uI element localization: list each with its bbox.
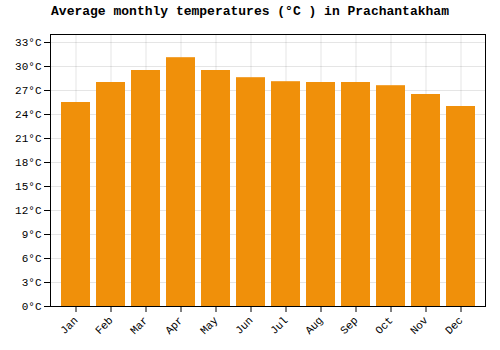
svg-text:0°C: 0°C	[22, 301, 42, 313]
svg-text:May: May	[198, 314, 221, 337]
svg-text:30°C: 30°C	[15, 61, 42, 73]
svg-text:Mar: Mar	[128, 314, 150, 336]
svg-text:21°C: 21°C	[15, 133, 42, 145]
svg-text:Jan: Jan	[58, 314, 80, 336]
svg-text:24°C: 24°C	[15, 109, 42, 121]
svg-text:Aug: Aug	[303, 314, 325, 336]
svg-text:3°C: 3°C	[22, 277, 42, 289]
svg-text:Nov: Nov	[408, 314, 431, 337]
svg-text:18°C: 18°C	[15, 157, 42, 169]
svg-text:Sep: Sep	[338, 314, 360, 336]
svg-text:Dec: Dec	[443, 314, 465, 336]
svg-text:Jun: Jun	[233, 314, 255, 336]
svg-text:12°C: 12°C	[15, 205, 42, 217]
svg-text:6°C: 6°C	[22, 253, 42, 265]
svg-text:Jul: Jul	[268, 314, 290, 336]
svg-text:15°C: 15°C	[15, 181, 42, 193]
html-text:Average monthly temperatures (: Average monthly temperatures (°C ) in Pr…	[51, 4, 449, 19]
svg-text:27°C: 27°C	[15, 85, 42, 97]
svg-text:33°C: 33°C	[15, 37, 42, 49]
svg-text:Oct: Oct	[373, 314, 395, 336]
svg-text:Feb: Feb	[93, 314, 115, 336]
svg-text:9°C: 9°C	[22, 229, 42, 241]
svg-text:Apr: Apr	[163, 314, 185, 336]
